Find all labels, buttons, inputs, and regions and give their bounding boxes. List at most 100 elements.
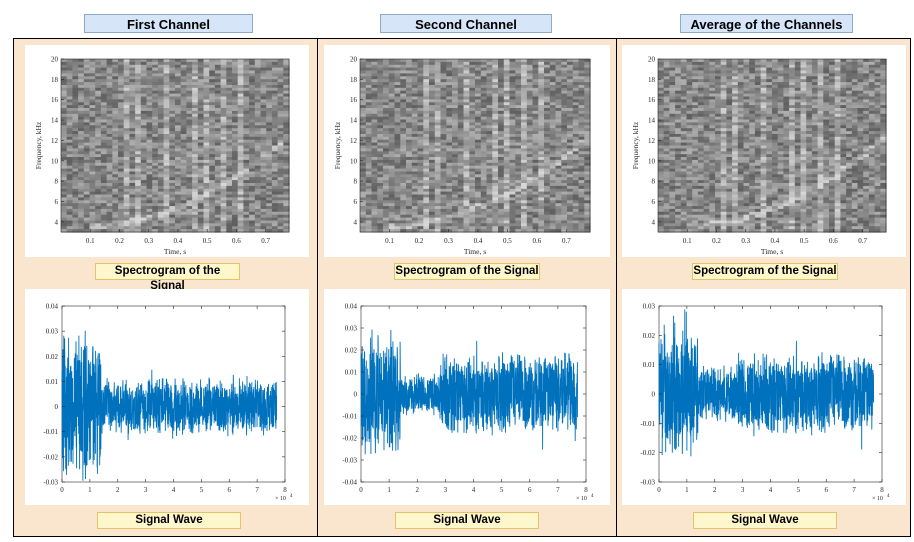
wave-xtick-label: 8 xyxy=(880,486,884,494)
spectrogram-heatmap xyxy=(360,59,591,233)
wave-ytick-label: -0.03 xyxy=(640,479,655,487)
spectrogram-plot-1: 20 18 16 14 12 10 8 6 4 0.1 0.2 0.3 0.4 0.5 0.6 0.7 Time… xyxy=(25,45,309,257)
spectrogram-ytick-label: 20 xyxy=(648,56,656,64)
spectrogram-ytick-label: 6 xyxy=(652,198,656,206)
spectrogram-ytick-label: 4 xyxy=(354,218,358,226)
spectrogram-xtick-label: 0.3 xyxy=(444,237,453,245)
wave-xtick-label: 6 xyxy=(228,486,232,494)
wave-ytick-label: -0.02 xyxy=(43,453,58,461)
spectrogram-ylabel: Frequency, kHz xyxy=(333,121,342,169)
panel-divider-1 xyxy=(317,38,318,537)
wave-ytick-label: -0.03 xyxy=(342,457,357,465)
spectrogram-ytick-label: 12 xyxy=(51,137,59,145)
spectrogram-ytick-label: 8 xyxy=(354,178,358,186)
spectrogram-chart-3: 20 18 16 14 12 10 8 6 4 0.1 0.2 0.3 0.4 0.5 0.6 0.7 Time… xyxy=(631,56,887,256)
wave-plot-1: 0.04 0.03 0.02 0.01 0 -0.01 -0.02 -0.03 0 1 2 3 4 5 6 7… xyxy=(25,289,309,505)
wave-xtick-label: 8 xyxy=(584,486,588,494)
spectrogram-ytick-label: 20 xyxy=(51,56,59,64)
spectrogram-ytick-label: 16 xyxy=(648,96,656,104)
wave-ytick-label: 0.03 xyxy=(46,328,59,336)
wave-ytick-label: 0 xyxy=(55,403,59,411)
spectrogram-ytick-label: 14 xyxy=(51,117,59,125)
wave-plot-2: 0.04 0.03 0.02 0.01 0 -0.01 -0.02 -0.03 -0.04 0 1 2… xyxy=(324,289,610,505)
spectrogram-ytick-label: 6 xyxy=(55,198,59,206)
spectrogram-xtick-label: 0.7 xyxy=(858,237,867,245)
header-average-channels: Average of the Channels xyxy=(680,14,853,33)
wave-xtick-label: 7 xyxy=(556,486,560,494)
wave-ytick-label: 0.02 xyxy=(345,347,358,355)
wave-xtick-label: 1 xyxy=(387,486,391,494)
wave-xtick-label: 5 xyxy=(797,486,801,494)
spectrogram-ytick-label: 12 xyxy=(648,137,656,145)
spectrogram-xtick-label: 0.2 xyxy=(415,237,424,245)
spectrogram-ytick-label: 16 xyxy=(51,96,59,104)
wave-x-exponent: × 10 xyxy=(576,496,587,502)
spectrogram-xtick-label: 0.3 xyxy=(144,237,153,245)
wave-chart-1: 0.040.030.020.010-0.01-0.02-0.030 1 2 3 4 5 6 7… xyxy=(43,303,293,503)
wave-xtick-label: 2 xyxy=(416,486,420,494)
wave-xtick-label: 4 xyxy=(472,486,476,494)
wave-xtick-label: 7 xyxy=(255,486,259,494)
spectrogram-label-1: Spectrogram of the Signal xyxy=(95,263,240,292)
spectrogram-plot-3: 20 18 16 14 12 10 8 6 4 0.1 0.2 0.3 0.4 0.5 0.6 0.7 Time… xyxy=(622,45,906,257)
spectrogram-xtick-label: 0.1 xyxy=(86,237,95,245)
spectrogram-ytick-label: 18 xyxy=(51,76,59,84)
spectrogram-ytick-label: 4 xyxy=(55,218,59,226)
spectrogram-heatmap xyxy=(658,59,887,233)
wave-ytick-label: -0.04 xyxy=(342,479,357,487)
wave-xtick-label: 2 xyxy=(713,486,717,494)
wave-signal-line xyxy=(658,309,875,457)
wave-ytick-label: 0 xyxy=(652,391,656,399)
spectrogram-xtick-label: 0.4 xyxy=(474,237,483,245)
wave-xtick-label: 1 xyxy=(685,486,689,494)
wave-label-3: Signal Wave xyxy=(693,512,837,529)
wave-ytick-label: 0.04 xyxy=(46,303,59,311)
wave-x-exponent-power: 4 xyxy=(887,494,890,499)
wave-signal-line xyxy=(360,329,579,455)
panel-divider-2 xyxy=(616,38,617,537)
spectrogram-xtick-label: 0.7 xyxy=(562,237,571,245)
spectrogram-xtick-label: 0.1 xyxy=(385,237,394,245)
spectrogram-label-2: Spectrogram of the Signal xyxy=(394,263,540,280)
spectrogram-ytick-label: 16 xyxy=(350,96,358,104)
spectrogram-ytick-label: 10 xyxy=(350,157,358,165)
wave-xtick-label: 3 xyxy=(444,486,448,494)
wave-ytick-label: -0.01 xyxy=(640,420,655,428)
wave-ytick-label: -0.02 xyxy=(640,449,655,457)
spectrogram-axes-box xyxy=(359,58,591,233)
wave-ytick-label: 0.03 xyxy=(643,303,656,311)
spectrogram-axes-box xyxy=(60,58,290,233)
wave-plot-3: 0.03 0.02 0.01 0 -0.01 -0.02 -0.03 0 1 2 3 4 5 6 7 8 × 1… xyxy=(622,289,906,505)
wave-ytick-label: 0 xyxy=(354,391,358,399)
spectrogram-ytick-label: 10 xyxy=(648,157,656,165)
spectrogram-chart-2: 20 18 16 14 12 10 8 6 4 0.1 0.2 0.3 0.4 0.5 0.6 0.7 Time… xyxy=(333,56,591,256)
spectrogram-xlabel: Time, s xyxy=(761,247,783,256)
header-first-channel: First Channel xyxy=(84,14,253,33)
spectrogram-ytick-label: 14 xyxy=(350,117,358,125)
spectrogram-ytick-label: 8 xyxy=(652,178,656,186)
wave-chart-3: 0.030.020.010-0.01-0.02-0.030 1 2 3 4 5 6 7 8× 1… xyxy=(640,303,890,503)
spectrogram-xtick-label: 0.1 xyxy=(683,237,692,245)
wave-chart-2: 0.040.030.020.010-0.01-0.02-0.03-0.040 1 2… xyxy=(342,303,594,503)
spectrogram-ylabel: Frequency, kHz xyxy=(34,121,43,169)
spectrogram-xlabel: Time, s xyxy=(164,247,186,256)
wave-xtick-label: 8 xyxy=(283,486,287,494)
wave-x-exponent-power: 4 xyxy=(290,494,293,499)
spectrogram-xtick-label: 0.5 xyxy=(800,237,809,245)
spectrogram-axes-box xyxy=(657,58,887,233)
wave-ytick-label: -0.02 xyxy=(342,435,357,443)
wave-label-2: Signal Wave xyxy=(395,512,539,529)
wave-ytick-label: 0.04 xyxy=(345,303,358,311)
spectrogram-ytick-label: 12 xyxy=(350,137,358,145)
wave-xtick-label: 4 xyxy=(172,486,176,494)
spectrogram-xtick-label: 0.4 xyxy=(771,237,780,245)
spectrogram-ytick-label: 18 xyxy=(350,76,358,84)
spectrogram-heatmap xyxy=(61,59,290,233)
spectrogram-xtick-label: 0.5 xyxy=(503,237,512,245)
spectrogram-xtick-label: 0.7 xyxy=(261,237,270,245)
spectrogram-ytick-label: 8 xyxy=(55,178,59,186)
wave-xtick-label: 4 xyxy=(769,486,773,494)
wave-xtick-label: 5 xyxy=(500,486,504,494)
spectrogram-xtick-label: 0.4 xyxy=(174,237,183,245)
wave-xtick-label: 5 xyxy=(200,486,204,494)
